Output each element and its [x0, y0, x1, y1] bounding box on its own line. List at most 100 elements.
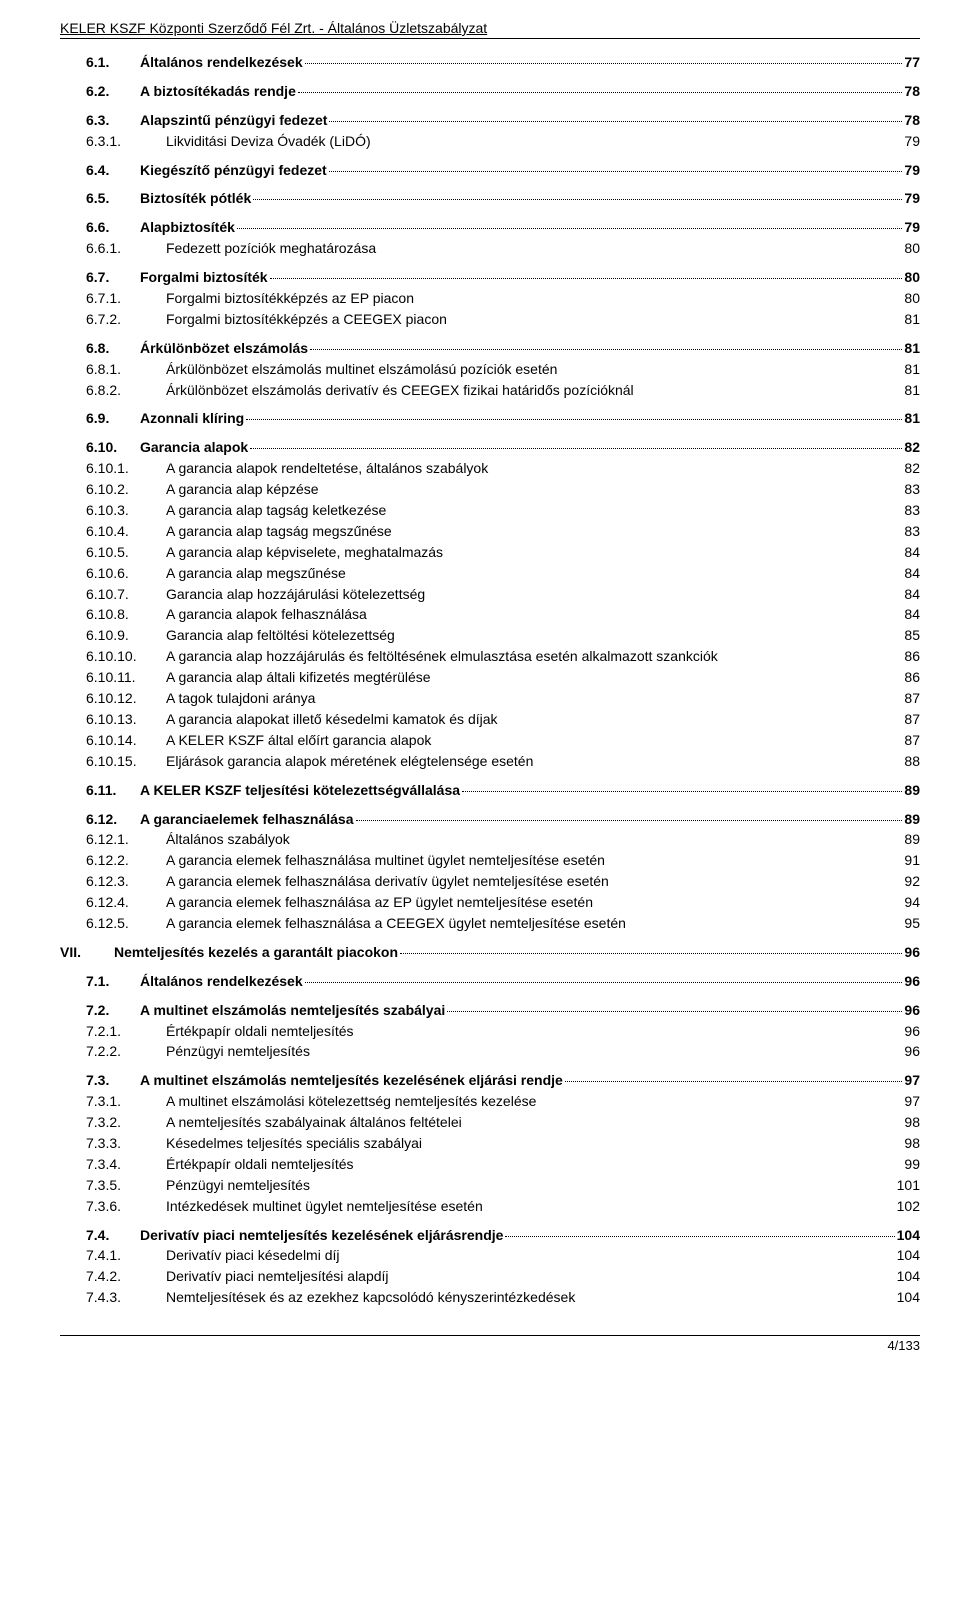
toc-entry-title: A tagok tulajdoni aránya: [166, 689, 315, 708]
toc-entry-number: 6.10.15.: [86, 752, 166, 771]
toc-entry: 7.4.2.Derivatív piaci nemteljesítési ala…: [86, 1267, 920, 1286]
toc-entry-number: 6.10.: [86, 438, 140, 457]
toc-entry-page: 98: [904, 1113, 920, 1132]
toc-entry: 6.10.13.A garancia alapokat illető késed…: [86, 710, 920, 729]
toc-entry-number: 6.12.4.: [86, 893, 166, 912]
toc-entry-page: 89: [904, 781, 920, 800]
toc-entry-title: Pénzügyi nemteljesítés: [166, 1042, 310, 1061]
toc-entry: 6.10.12.A tagok tulajdoni aránya 87: [86, 689, 920, 708]
toc-entry: 6.10.6.A garancia alap megszűnése84: [86, 564, 920, 583]
toc-entry-page: 81: [904, 360, 920, 379]
toc-leader-dots: [310, 349, 902, 350]
toc-entry-page: 89: [904, 810, 920, 829]
toc-entry-title: Késedelmes teljesítés speciális szabálya…: [166, 1134, 422, 1153]
toc-entry-number: VII.: [60, 943, 114, 962]
toc-entry: 6.12.1.Általános szabályok89: [86, 830, 920, 849]
toc-entry-title: A garancia alap képviselete, meghatalmaz…: [166, 543, 443, 562]
toc-entry-page: 99: [904, 1155, 920, 1174]
toc-entry-number: 7.3.2.: [86, 1113, 166, 1132]
toc-entry-title: Értékpapír oldali nemteljesítés: [166, 1155, 354, 1174]
toc-entry-number: 6.10.11.: [86, 668, 166, 687]
toc-entry-page: 83: [904, 480, 920, 499]
toc-entry-title: A garancia alap tagság megszűnése: [166, 522, 392, 541]
toc-entry-page: 98: [904, 1134, 920, 1153]
toc-entry-number: 6.4.: [86, 161, 140, 180]
toc-entry-number: 6.7.: [86, 268, 140, 287]
toc-entry: 6.10.3.A garancia alap tagság keletkezés…: [86, 501, 920, 520]
toc-entry: 6.7.Forgalmi biztosíték80: [86, 268, 920, 287]
toc-entry-title: A garanciaelemek felhasználása: [140, 810, 354, 829]
toc-entry-page: 79: [904, 132, 920, 151]
toc-entry-number: 6.10.10.: [86, 647, 166, 666]
toc-entry-number: 6.7.1.: [86, 289, 166, 308]
toc-entry-number: 6.12.2.: [86, 851, 166, 870]
toc-entry-number: 7.3.3.: [86, 1134, 166, 1153]
toc-entry-title: A garancia elemek felhasználása a CEEGEX…: [166, 914, 626, 933]
toc-entry-page: 79: [904, 161, 920, 180]
toc-entry: 7.3.6.Intézkedések multinet ügylet nemte…: [86, 1197, 920, 1216]
toc-entry-title: A multinet elszámolás nemteljesítés szab…: [140, 1001, 445, 1020]
toc-entry: 6.5.Biztosíték pótlék79: [86, 189, 920, 208]
toc-entry-title: Általános rendelkezések: [140, 53, 303, 72]
toc-entry-page: 86: [904, 647, 920, 666]
toc-entry: 6.4.Kiegészítő pénzügyi fedezet 79: [86, 161, 920, 180]
toc-entry-page: 102: [897, 1197, 920, 1216]
toc-entry-page: 104: [897, 1246, 920, 1265]
toc-entry-page: 96: [904, 1042, 920, 1061]
toc-leader-dots: [305, 63, 903, 64]
toc-entry-number: 6.12.5.: [86, 914, 166, 933]
toc-entry-number: 6.10.2.: [86, 480, 166, 499]
toc-entry-page: 104: [897, 1288, 920, 1307]
toc-entry-page: 82: [904, 459, 920, 478]
toc-entry-number: 6.10.12.: [86, 689, 166, 708]
toc-entry: 6.12.3.A garancia elemek felhasználása d…: [86, 872, 920, 891]
toc-entry-title: Derivatív piaci nemteljesítés kezeléséne…: [140, 1226, 503, 1245]
toc-entry-title: A garancia alap általi kifizetés megtérü…: [166, 668, 431, 687]
toc-entry: 6.10.8.A garancia alapok felhasználása84: [86, 605, 920, 624]
toc-entry-title: Derivatív piaci nemteljesítési alapdíj: [166, 1267, 389, 1286]
toc-entry-page: 85: [904, 626, 920, 645]
toc-entry-page: 95: [904, 914, 920, 933]
toc-entry: 6.7.1.Forgalmi biztosítékképzés az EP pi…: [86, 289, 920, 308]
toc-entry-number: 6.10.7.: [86, 585, 166, 604]
toc-entry-title: A garancia alap hozzájárulás és feltölté…: [166, 647, 718, 666]
page-footer: 4/133: [60, 1335, 920, 1353]
toc-entry-title: A garancia alapok felhasználása: [166, 605, 367, 624]
toc-entry-title: Általános szabályok: [166, 830, 290, 849]
toc-entry-page: 87: [904, 710, 920, 729]
toc-entry-number: 6.10.4.: [86, 522, 166, 541]
toc-entry: 6.12.4.A garancia elemek felhasználása a…: [86, 893, 920, 912]
toc-entry: 6.10.5.A garancia alap képviselete, megh…: [86, 543, 920, 562]
toc-entry-title: Fedezett pozíciók meghatározása: [166, 239, 376, 258]
toc-entry-title: Árkülönbözet elszámolás multinet elszámo…: [166, 360, 557, 379]
toc-entry-title: Garancia alapok: [140, 438, 248, 457]
toc-entry-page: 84: [904, 585, 920, 604]
toc-entry-page: 82: [904, 438, 920, 457]
toc-leader-dots: [253, 199, 902, 200]
toc-entry-number: 7.2.: [86, 1001, 140, 1020]
toc-entry-title: Forgalmi biztosítékképzés az EP piacon: [166, 289, 414, 308]
toc-entry-page: 92: [904, 872, 920, 891]
toc-entry: 6.3.Alapszintű pénzügyi fedezet78: [86, 111, 920, 130]
toc-entry-page: 87: [904, 689, 920, 708]
toc-leader-dots: [298, 92, 903, 93]
toc-entry: 7.4.Derivatív piaci nemteljesítés kezelé…: [86, 1226, 920, 1245]
toc-entry-page: 96: [904, 1022, 920, 1041]
toc-leader-dots: [305, 982, 903, 983]
toc-entry-number: 6.11.: [86, 781, 140, 800]
toc-entry-title: Kiegészítő pénzügyi fedezet: [140, 161, 327, 180]
toc-entry-page: 91: [904, 851, 920, 870]
toc-entry-page: 94: [904, 893, 920, 912]
toc-entry-title: Azonnali klíring: [140, 409, 244, 428]
toc-entry-page: 77: [904, 53, 920, 72]
toc-entry-title: A multinet elszámolási kötelezettség nem…: [166, 1092, 536, 1111]
toc-entry-title: A garancia alapokat illető késedelmi kam…: [166, 710, 498, 729]
toc-entry: 6.11.A KELER KSZF teljesítési kötelezett…: [86, 781, 920, 800]
toc-entry-title: A nemteljesítés szabályainak általános f…: [166, 1113, 462, 1132]
toc-entry-title: A garancia alapok rendeltetése, általáno…: [166, 459, 488, 478]
toc-entry: 6.3.1.Likviditási Deviza Óvadék (LiDÓ)79: [86, 132, 920, 151]
toc-entry-number: 7.3.4.: [86, 1155, 166, 1174]
toc-entry-page: 81: [904, 381, 920, 400]
toc-entry-title: Árkülönbözet elszámolás derivatív és CEE…: [166, 381, 634, 400]
toc-entry-number: 7.4.3.: [86, 1288, 166, 1307]
